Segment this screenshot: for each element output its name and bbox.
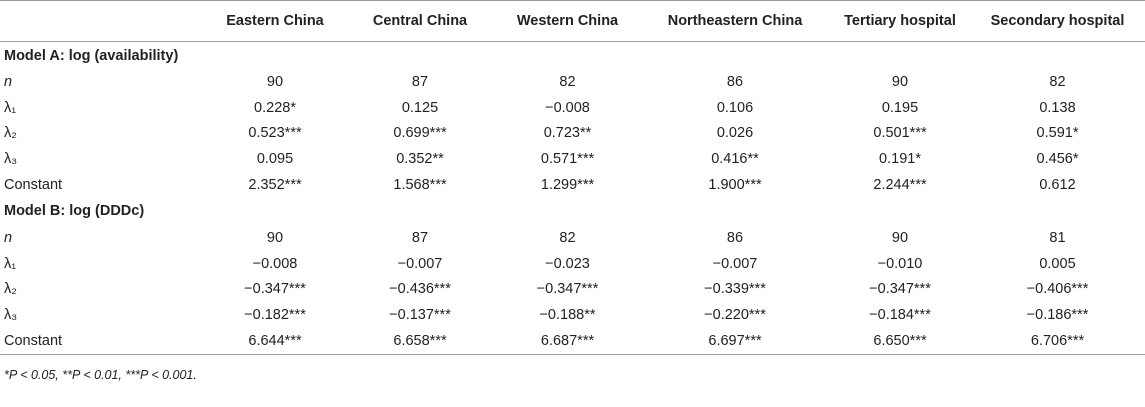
value-cell: 0.501***: [873, 125, 927, 142]
footnote: *P < 0.05, **P < 0.01, ***P < 0.001.: [4, 367, 197, 382]
value-cell: 0.352**: [396, 151, 444, 168]
value-cell: 1.900***: [708, 177, 762, 194]
value-cell: 0.191*: [879, 151, 921, 168]
data-row: λ₁ 0.228* 0.125 −0.008 0.106 0.195 0.138: [0, 95, 1145, 121]
data-row: λ₂ 0.523*** 0.699*** 0.723** 0.026 0.501*** 0.…: [0, 121, 1145, 147]
value-cell: 0.699***: [393, 125, 447, 142]
value-cell: 82: [559, 229, 576, 246]
value-cell: 1.568***: [393, 177, 447, 194]
value-cell: 6.706***: [970, 328, 1145, 355]
value-cell: −0.007: [712, 255, 758, 272]
value-cell: 0.571***: [540, 151, 595, 168]
value-cell: 0.106: [716, 99, 754, 116]
value-cell: −0.406***: [1026, 281, 1089, 298]
row-label: λ₁: [4, 99, 17, 116]
row-label: λ₁: [4, 255, 17, 272]
value-cell: −0.184***: [869, 307, 931, 324]
section-title: Model B: log (DDDc): [4, 203, 145, 220]
value-cell: −0.347***: [869, 281, 931, 298]
row-label: n: [4, 73, 13, 90]
data-row: λ₃ −0.182*** −0.137*** −0.188** −0.220*** −0.…: [0, 302, 1145, 328]
value-cell: 90: [891, 73, 909, 90]
value-cell: 82: [559, 73, 576, 90]
value-cell: 0.416**: [711, 151, 759, 168]
row-label: λ₃: [4, 307, 18, 324]
section-title: Model A: log (availability): [4, 47, 179, 64]
column-header: Central China: [345, 0, 495, 42]
value-cell: 0.456*: [1036, 151, 1079, 168]
table-body: Model A: log (availability) n 90 87 82 86 90 82…: [0, 42, 1145, 355]
value-cell: 86: [726, 73, 744, 90]
column-header: Tertiary hospital: [830, 0, 970, 42]
data-row: λ₂ −0.347*** −0.436*** −0.347*** −0.339*** −0…: [0, 277, 1145, 303]
value-cell: 0.591*: [1036, 125, 1079, 142]
value-cell: 2.244***: [873, 177, 927, 194]
row-label: λ₃: [4, 151, 18, 168]
value-cell: −0.220***: [704, 307, 766, 324]
value-cell: 86: [726, 229, 744, 246]
value-cell: 90: [266, 73, 284, 90]
value-cell: 81: [1049, 229, 1066, 246]
value-cell: −0.186***: [1026, 307, 1089, 324]
value-cell: 0.523***: [248, 125, 302, 142]
value-cell: 90: [891, 229, 909, 246]
value-cell: 87: [411, 229, 429, 246]
table-header: Eastern China Central China Western China N…: [0, 0, 1145, 42]
value-cell: 82: [1049, 73, 1066, 90]
row-label: λ₂: [4, 125, 17, 142]
data-row: Constant 2.352*** 1.568*** 1.299*** 1.900***…: [0, 172, 1145, 198]
value-cell: 6.687***: [495, 328, 640, 355]
header-row: Eastern China Central China Western China N…: [0, 0, 1145, 42]
row-label: Constant: [4, 177, 63, 194]
value-cell: 6.644***: [205, 328, 345, 355]
section-row: Model B: log (DDDc): [0, 198, 1145, 225]
value-cell: −0.436***: [389, 281, 451, 298]
value-cell: 90: [266, 229, 284, 246]
column-header: Secondary hospital: [970, 0, 1145, 42]
value-cell: −0.347***: [536, 281, 599, 298]
value-cell: −0.023: [545, 255, 590, 272]
value-cell: −0.008: [545, 99, 590, 116]
value-cell: −0.182***: [244, 307, 306, 324]
data-row: λ₃ 0.095 0.352** 0.571*** 0.416** 0.191* 0.456…: [0, 146, 1145, 172]
row-label: n: [4, 229, 13, 246]
value-cell: −0.008: [252, 255, 298, 272]
results-table: Eastern China Central China Western China N…: [0, 0, 1145, 355]
value-cell: −0.347***: [244, 281, 306, 298]
column-header: Northeastern China: [640, 0, 830, 42]
value-cell: 6.650***: [830, 328, 970, 355]
row-label: λ₂: [4, 281, 17, 298]
data-row: λ₁ −0.008 −0.007 −0.023 −0.007 −0.010 0.005: [0, 251, 1145, 277]
value-cell: 6.658***: [345, 328, 495, 355]
value-cell: −0.339***: [704, 281, 766, 298]
value-cell: 2.352***: [248, 177, 302, 194]
section-row: Model A: log (availability): [0, 42, 1145, 70]
value-cell: 6.697***: [640, 328, 830, 355]
column-header: Eastern China: [205, 0, 345, 42]
data-row: n 90 87 82 86 90 82: [0, 69, 1145, 95]
value-cell: 0.125: [401, 99, 439, 116]
value-cell: 0.138: [1039, 99, 1076, 116]
value-cell: −0.188**: [539, 307, 596, 324]
value-cell: 0.723**: [543, 125, 592, 142]
value-cell: 0.195: [881, 99, 919, 116]
value-cell: −0.007: [397, 255, 443, 272]
value-cell: 1.299***: [540, 177, 595, 194]
value-cell: 87: [411, 73, 429, 90]
data-row: Constant 6.644*** 6.658*** 6.687*** 6.697***…: [0, 328, 1145, 355]
value-cell: −0.010: [877, 255, 923, 272]
data-row: n 90 87 82 86 90 81: [0, 225, 1145, 251]
column-header: Western China: [495, 0, 640, 42]
value-cell: 0.026: [716, 125, 754, 142]
value-cell: −0.137***: [389, 307, 451, 324]
value-cell: 0.228*: [254, 99, 296, 116]
corner-cell: [0, 0, 205, 42]
value-cell: 0.612: [1039, 177, 1076, 194]
value-cell: 0.095: [256, 151, 294, 168]
value-cell: 0.005: [1039, 255, 1076, 272]
row-label: Constant: [0, 328, 205, 355]
